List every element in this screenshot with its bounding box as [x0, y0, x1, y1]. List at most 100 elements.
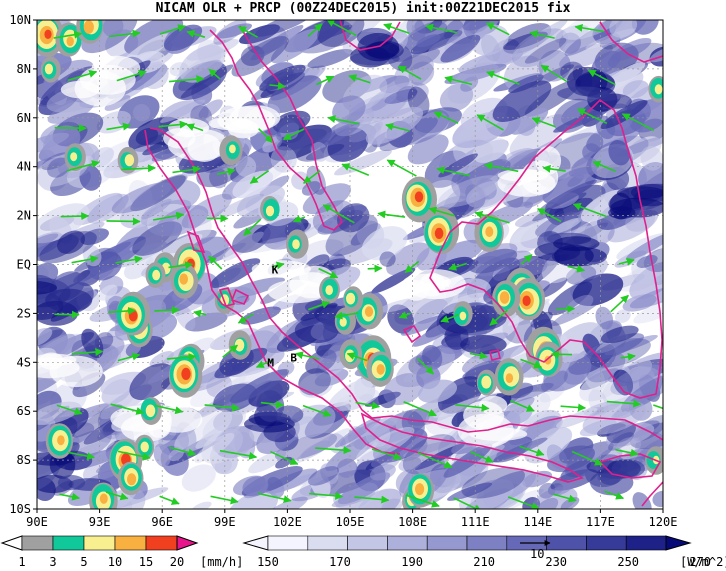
olr-cloud-patch	[72, 404, 123, 438]
wind-vector	[615, 448, 639, 457]
wind-vector	[105, 491, 129, 501]
wind-vector	[292, 215, 306, 223]
wind-vector	[620, 352, 636, 361]
wind-vector	[108, 306, 137, 315]
wind-vector	[448, 262, 468, 271]
lon-tick-label: 108E	[398, 515, 427, 529]
wind-vector	[270, 450, 299, 465]
olr-cloud-patch	[350, 20, 384, 35]
olr-cloud-patch	[447, 482, 493, 501]
olr-cloud-patch	[582, 401, 647, 435]
olr-cloud-patch	[502, 148, 533, 162]
olr-cloud-patch	[607, 42, 663, 70]
island-outline	[218, 287, 236, 307]
wind-vector	[169, 75, 205, 84]
olr-cloud-patch	[459, 479, 514, 509]
olr-colorbar: 150170190210230250270290 10 [W/m^2]	[242, 535, 726, 569]
precip-cell	[179, 273, 188, 285]
olr-cloud-patch	[195, 77, 221, 95]
olr-cloud-patch	[632, 492, 652, 509]
olr-cloud-patch	[37, 401, 82, 425]
sumatra-coastline	[149, 127, 663, 441]
olr-colorbar-swatch	[586, 535, 627, 551]
olr-cloud-patch	[417, 379, 458, 403]
wind-vector	[377, 210, 406, 219]
precip-cell	[499, 291, 510, 304]
wind-vector	[556, 304, 576, 313]
island-outline	[489, 349, 501, 361]
wind-vector	[469, 351, 488, 360]
wind-vector	[67, 69, 98, 82]
olr-cloud-patch	[403, 20, 464, 52]
wind-vector	[302, 170, 321, 184]
olr-cloud-patch	[305, 349, 337, 375]
olr-cloud-patch	[181, 464, 216, 492]
wind-vector	[186, 123, 204, 132]
olr-cloud-patch	[554, 244, 594, 267]
olr-cloud-patch	[560, 459, 592, 481]
olr-cloud-patch	[556, 407, 598, 428]
wind-vector	[216, 167, 236, 176]
olr-cloud-patch	[444, 323, 469, 350]
precip-cell	[292, 239, 300, 250]
java-coastline	[360, 412, 584, 483]
olr-cloud-patch	[538, 179, 597, 212]
wind-vector	[158, 120, 188, 129]
wind-vector	[536, 208, 562, 223]
wind-vector	[428, 206, 455, 217]
wind-vector	[572, 202, 608, 218]
wind-vector	[167, 353, 197, 362]
olr-cloud-patch	[384, 88, 418, 104]
wind-vector	[271, 261, 285, 270]
olr-cloud-patch	[198, 99, 223, 119]
olr-cloud-patch	[235, 156, 257, 177]
olr-cloud-patch	[47, 157, 70, 178]
olr-cloud-patch	[572, 273, 624, 306]
wind-vector	[255, 359, 272, 368]
precip-cell	[152, 269, 161, 281]
olr-cloud-patch	[562, 20, 624, 40]
wind-vector	[117, 352, 141, 362]
olr-cloud-patch	[534, 497, 559, 509]
olr-cloud-patch	[155, 205, 209, 237]
wind-vector	[315, 446, 352, 455]
lon-tick-label: 105E	[336, 515, 365, 529]
olr-cloud-patch	[611, 459, 645, 478]
wind-vector	[485, 22, 510, 36]
olr-cloud-patch	[444, 63, 507, 85]
olr-cloud-patch	[365, 422, 391, 447]
wind-vector	[159, 24, 187, 35]
olr-cloud-patch	[190, 370, 247, 408]
wind-vector	[560, 403, 587, 412]
wind-vector	[115, 255, 143, 264]
wind-vector	[587, 69, 616, 86]
olr-cloud-patch	[615, 135, 663, 157]
wind-vector	[257, 492, 292, 504]
precip-cell	[434, 227, 444, 239]
olr-cloud-patch	[191, 501, 212, 509]
olr-cloud-patch	[79, 165, 102, 191]
wind-vector	[308, 300, 331, 311]
olr-colorbar-swatch	[625, 535, 667, 551]
olr-cloud-patch	[174, 409, 233, 453]
precip-cell	[229, 144, 236, 154]
map-title: NICAM OLR + PRCP (00Z24DEC2015) init:00Z…	[155, 1, 571, 16]
olr-cloud-patch	[546, 444, 568, 471]
island-outline	[230, 288, 250, 305]
wind-vector	[71, 347, 104, 356]
olr-cloud-patch	[440, 34, 481, 63]
olr-cloud-patch	[564, 20, 623, 56]
olr-cloud-patch	[307, 25, 353, 42]
wind-vector	[403, 401, 437, 417]
olr-cloud-patch	[37, 280, 57, 295]
precip-colorbar-swatch	[114, 535, 147, 551]
lat-tick-label: EQ	[17, 258, 31, 272]
wind-vector	[540, 64, 568, 83]
olr-cloud-patch	[458, 49, 524, 74]
olr-cloud-patch	[308, 466, 339, 486]
wind-vector	[208, 68, 221, 80]
wind-vector	[405, 494, 440, 508]
olr-cloud-patch	[254, 20, 313, 37]
wind-vector	[416, 357, 434, 375]
olr-cloud-patch	[37, 327, 53, 347]
